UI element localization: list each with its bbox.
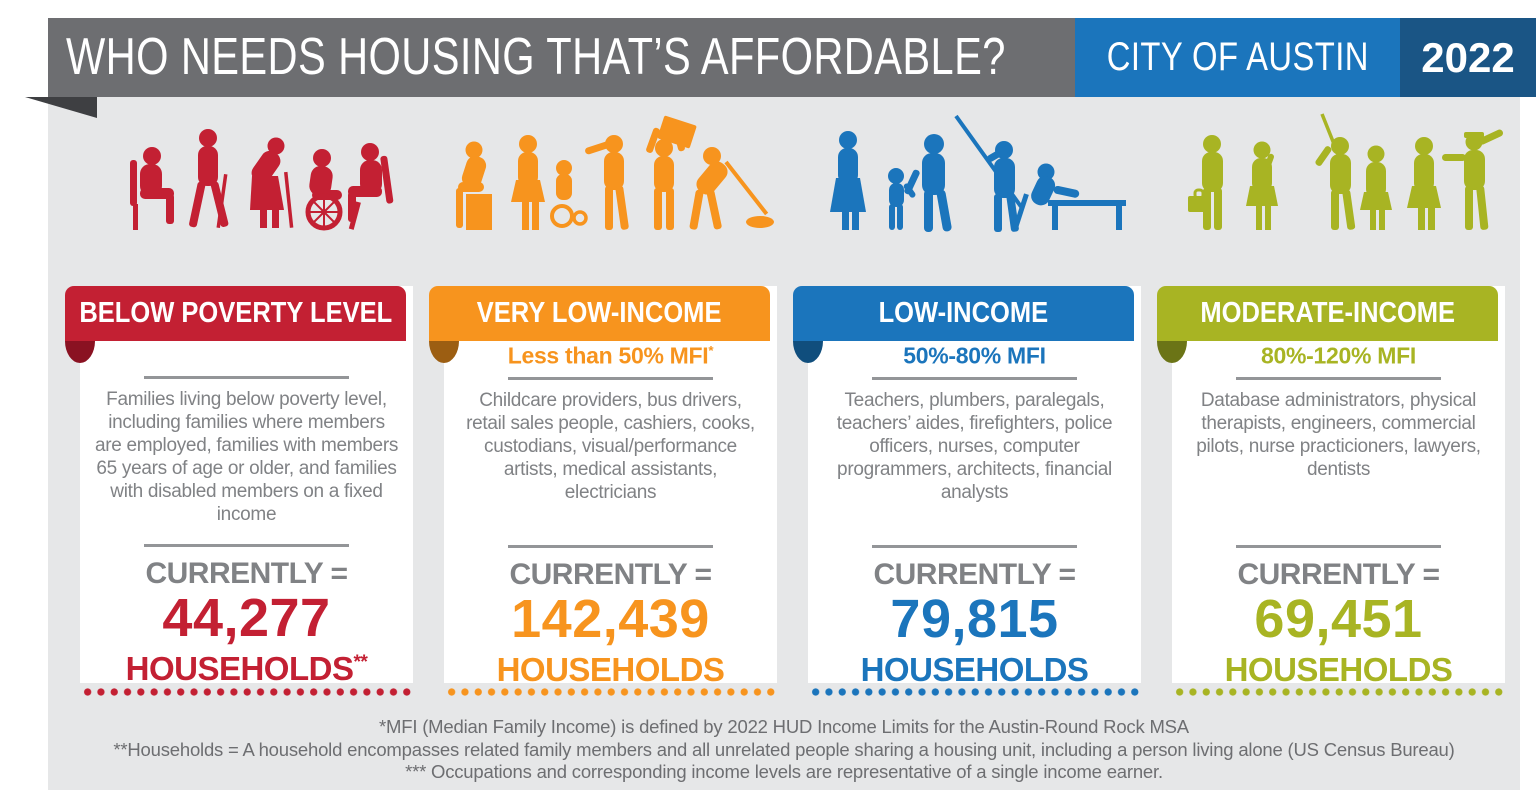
- year-badge: 2022: [1400, 18, 1536, 97]
- mfi-range: [94, 338, 399, 368]
- service-workers-silhouettes-icon: [444, 110, 777, 238]
- family-and-tradespeople-silhouettes-icon: [808, 110, 1141, 238]
- household-count: 44,277: [162, 588, 331, 648]
- category-card: Less than $55,150 Less than 50% MFI* Chi…: [444, 286, 777, 687]
- ribbon-fold: [793, 341, 823, 363]
- currently-label: CURRENTLY =: [873, 557, 1076, 591]
- currently-label: CURRENTLY =: [145, 557, 348, 590]
- footnotes: *MFI (Median Family Income) is defined b…: [48, 716, 1520, 784]
- category-label: MODERATE-INCOME: [1200, 297, 1455, 329]
- currently-label: CURRENTLY =: [1237, 557, 1440, 591]
- household-count: 142,439: [511, 588, 710, 649]
- household-label: HOUSEHOLDS: [1186, 646, 1491, 688]
- mfi-range: 80%-120% MFI: [1186, 338, 1491, 369]
- category-label: LOW-INCOME: [878, 297, 1049, 329]
- mfi-range-text: 80%-120% MFI: [1261, 342, 1416, 369]
- category-ribbon: MODERATE-INCOME: [1157, 286, 1498, 341]
- mfi-footnote-mark: *: [708, 343, 714, 358]
- category-panel: VERY LOW-INCOME Less than $55,150 Less t…: [429, 286, 777, 697]
- divider: [508, 376, 713, 380]
- household-label-text: HOUSEHOLDS: [1224, 650, 1453, 688]
- category-panel: MODERATE-INCOME $88,250-$132,350 80%-120…: [1157, 286, 1505, 697]
- dotted-separator: [808, 687, 1141, 697]
- page-title-text: WHO NEEDS HOUSING THAT’S AFFORDABLE?: [66, 28, 1006, 86]
- currently-label: CURRENTLY =: [509, 557, 712, 591]
- household-label-text: HOUSEHOLDS: [496, 650, 725, 688]
- category-label: VERY LOW-INCOME: [477, 297, 722, 329]
- divider: [1236, 544, 1441, 548]
- category-ribbon: BELOW POVERTY LEVEL: [65, 286, 406, 341]
- footnote-households: **Households = A household encompasses r…: [113, 738, 1455, 760]
- divider: [872, 376, 1077, 380]
- divider: [144, 544, 349, 547]
- footnote-occupations: *** Occupations and corresponding income…: [405, 761, 1163, 782]
- ribbon-fold: [429, 341, 459, 363]
- professionals-silhouettes-icon: [1172, 110, 1505, 238]
- category-ribbon: VERY LOW-INCOME: [429, 286, 770, 341]
- column-below-poverty-level: BELOW POVERTY LEVEL Less than $27,479 Fa…: [65, 110, 413, 697]
- divider: [1236, 376, 1441, 380]
- household-label-text: HOUSEHOLDS: [860, 650, 1089, 688]
- category-panel: LOW-INCOME $55,150-$88,250 50%-80% MFI T…: [793, 286, 1141, 697]
- org-badge-text: CITY OF AUSTIN: [1106, 35, 1369, 79]
- mfi-range-text: 50%-80% MFI: [903, 342, 1046, 369]
- occupations-text: Childcare providers, bus drivers, retail…: [466, 389, 755, 503]
- city-of-austin-badge: CITY OF AUSTIN: [1075, 18, 1400, 97]
- category-card: $55,150-$88,250 50%-80% MFI Teachers, pl…: [808, 286, 1141, 687]
- year-badge-text: 2022: [1421, 33, 1515, 81]
- occupations-text: Database administrators, physical therap…: [1196, 389, 1481, 480]
- divider: [144, 376, 349, 379]
- column-moderate-income: MODERATE-INCOME $88,250-$132,350 80%-120…: [1157, 110, 1505, 697]
- category-card: Less than $27,479 Families living below …: [80, 286, 413, 687]
- household-label: HOUSEHOLDS**: [94, 645, 399, 687]
- household-label: HOUSEHOLDS: [458, 646, 763, 688]
- household-footnote-mark: **: [353, 652, 368, 673]
- dotted-separator: [80, 687, 413, 697]
- ribbon-fold: [65, 341, 95, 363]
- dotted-separator: [1172, 687, 1505, 697]
- occupations-text: Families living below poverty level, inc…: [94, 389, 399, 525]
- category-columns: BELOW POVERTY LEVEL Less than $27,479 Fa…: [65, 110, 1505, 697]
- divider: [508, 544, 713, 548]
- column-very-low-income: VERY LOW-INCOME Less than $55,150 Less t…: [429, 110, 777, 697]
- divider: [872, 544, 1077, 548]
- mfi-range: 50%-80% MFI: [822, 338, 1127, 369]
- seniors-and-disabled-people-silhouettes-icon: [80, 110, 413, 238]
- category-card: $88,250-$132,350 80%-120% MFI Database a…: [1172, 286, 1505, 687]
- page-title: WHO NEEDS HOUSING THAT’S AFFORDABLE?: [66, 18, 1241, 97]
- category-panel: BELOW POVERTY LEVEL Less than $27,479 Fa…: [65, 286, 413, 697]
- mfi-range: Less than 50% MFI*: [458, 338, 763, 369]
- occupations-text: Teachers, plumbers, paralegals, teachers…: [836, 389, 1113, 503]
- category-label: BELOW POVERTY LEVEL: [79, 297, 392, 329]
- header-fold-triangle: [25, 97, 97, 118]
- household-count: 79,815: [890, 588, 1059, 649]
- column-low-income: LOW-INCOME $55,150-$88,250 50%-80% MFI T…: [793, 110, 1141, 697]
- category-ribbon: LOW-INCOME: [793, 286, 1134, 341]
- dotted-separator: [444, 687, 777, 697]
- household-count: 69,451: [1254, 588, 1423, 649]
- household-label-text: HOUSEHOLDS: [125, 650, 354, 687]
- ribbon-fold: [1157, 341, 1187, 363]
- household-label: HOUSEHOLDS: [822, 646, 1127, 688]
- footnote-mfi: *MFI (Median Family Income) is defined b…: [379, 716, 1189, 737]
- mfi-range-text: Less than 50% MFI: [507, 342, 709, 369]
